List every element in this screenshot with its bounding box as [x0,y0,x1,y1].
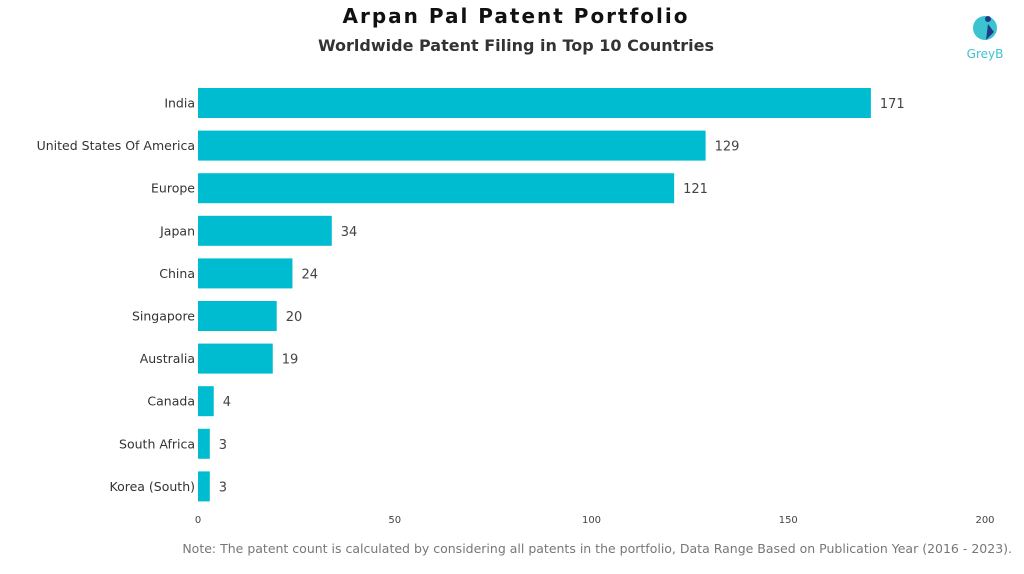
category-label: Australia [140,351,195,366]
data-label: 19 [282,353,299,368]
data-label: 3 [219,480,227,495]
x-tick-label: 150 [779,515,798,526]
chart-note: Note: The patent count is calculated by … [182,541,1012,556]
bar [198,130,706,161]
data-label: 24 [301,267,318,282]
bar [198,173,675,204]
category-label: Europe [151,181,195,196]
data-label: 34 [341,225,358,240]
data-label: 171 [880,97,905,112]
data-label: 4 [223,395,231,410]
category-label: South Africa [119,436,195,451]
bar [198,471,210,502]
bar [198,88,871,118]
bar [198,343,273,374]
chart-subtitle: Worldwide Patent Filing in Top 10 Countr… [317,36,715,55]
x-tick-label: 0 [195,515,201,526]
chart-title: Arpan Pal Patent Portfolio [342,4,690,28]
category-label: India [164,96,195,111]
category-label: Korea (South) [110,479,196,494]
category-label: Canada [147,394,195,409]
x-tick-label: 50 [388,515,401,526]
bar [198,258,293,289]
x-tick-label: 200 [975,515,994,526]
data-label: 129 [715,140,740,155]
x-tick-label: 100 [582,515,601,526]
data-label: 20 [286,310,303,325]
data-label: 121 [683,182,708,197]
category-label: China [159,266,195,281]
category-label: Singapore [132,309,195,324]
greyb-logo: GreyB [967,16,1004,61]
bar [198,428,210,459]
bar [198,215,332,246]
category-label: United States Of America [37,138,195,153]
logo-text: GreyB [967,47,1004,61]
category-label: Japan [159,223,195,238]
data-label: 3 [219,438,227,453]
bar [198,301,277,331]
bar [198,386,214,417]
